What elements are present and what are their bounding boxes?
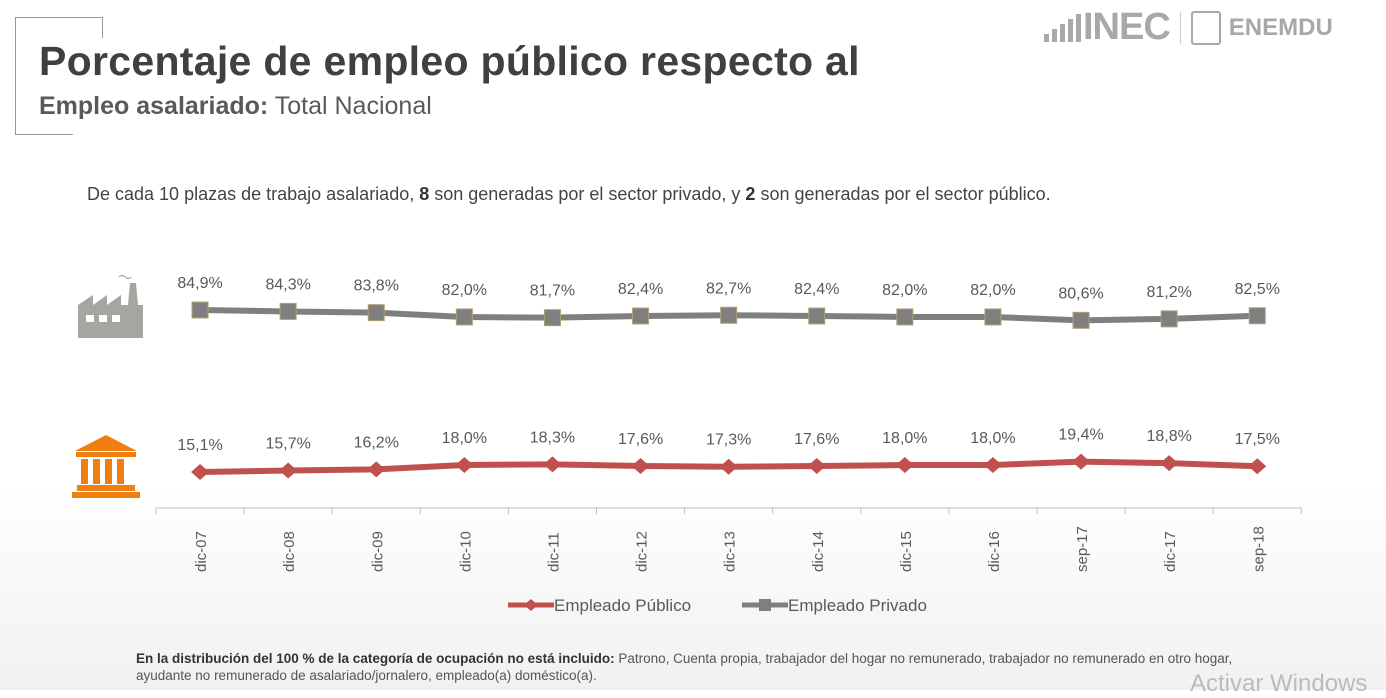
- data-label: 18,0%: [970, 430, 1015, 447]
- logo-inec: INEC: [1083, 6, 1171, 48]
- data-point: [983, 457, 1002, 474]
- data-label: 82,7%: [706, 280, 751, 297]
- data-point: [367, 304, 385, 322]
- data-point: [1160, 455, 1179, 472]
- inec-enemdu-logo: INEC ENEMDU: [1044, 6, 1333, 49]
- subtitle-rest: Total Nacional: [268, 92, 432, 120]
- intro-part: son generadas por el sector privado, y: [429, 184, 746, 204]
- data-point: [895, 457, 914, 474]
- data-point: [1072, 311, 1090, 329]
- data-label: 82,0%: [882, 282, 927, 299]
- data-point: [808, 307, 826, 325]
- series-layer: 15,1% 15,7% 16,2% 18,0% 18,3% 17,6% 17,3% 17,6%…: [177, 275, 1280, 480]
- intro-part: son generadas por el sector público.: [755, 184, 1051, 204]
- data-label: 18,0%: [442, 430, 487, 447]
- data-point: [807, 458, 826, 474]
- document-search-icon: [1190, 10, 1221, 45]
- data-point: [1160, 310, 1178, 328]
- data-label: 17,6%: [618, 431, 663, 448]
- data-label: 17,6%: [794, 431, 839, 448]
- subtitle-bold: Empleo asalariado:: [39, 92, 269, 120]
- legend: Empleado Público Empleado Privado: [508, 596, 927, 615]
- data-label: 18,3%: [530, 429, 575, 446]
- data-point: [455, 308, 473, 326]
- footnote-bold: En la distribución del 100 % de la categ…: [136, 651, 615, 666]
- data-point: [719, 458, 738, 475]
- x-tick-label: dic-12: [634, 531, 651, 572]
- data-point: [279, 302, 297, 320]
- data-point: [543, 456, 562, 473]
- government-building-icon: [72, 435, 140, 498]
- title-frame: [15, 17, 103, 135]
- x-tick-label: dic-14: [810, 531, 827, 572]
- data-point: [896, 308, 914, 326]
- data-point: [720, 306, 738, 324]
- page-title: Porcentaje de empleo público respecto al: [39, 38, 860, 84]
- x-tick-label: dic-13: [722, 531, 739, 572]
- x-tick-label: dic-11: [545, 532, 562, 572]
- x-tick-label: sep-18: [1250, 526, 1267, 572]
- data-point: [191, 464, 210, 480]
- footnote: En la distribución del 100 % de la categ…: [136, 650, 1256, 684]
- data-point: [1072, 453, 1091, 470]
- data-label: 82,4%: [618, 281, 663, 298]
- data-label: 19,4%: [1058, 427, 1103, 444]
- x-axis: dic-07 dic-08 dic-09 dic-10 dic-11 dic-12 dic-…: [155, 507, 1302, 572]
- factory-icon: [78, 274, 143, 338]
- data-label: 17,5%: [1235, 431, 1280, 448]
- data-label: 18,0%: [882, 430, 927, 447]
- x-tick-label: dic-07: [193, 531, 210, 572]
- data-point: [367, 461, 386, 478]
- data-label: 15,1%: [177, 437, 222, 454]
- data-point: [984, 308, 1002, 326]
- data-point: [1248, 458, 1267, 475]
- data-label: 84,3%: [265, 276, 310, 293]
- legend-label: Empleado Público: [554, 596, 691, 615]
- data-label: 82,0%: [970, 282, 1015, 299]
- intro-text: De cada 10 plazas de trabajo asalariado,…: [87, 184, 1051, 205]
- signal-bars-icon: [1044, 13, 1081, 42]
- data-label: 82,0%: [442, 282, 487, 299]
- footnote-rest: Patrono, Cuenta propia, trabajador del h…: [136, 651, 1233, 683]
- data-point: [632, 307, 650, 325]
- legend-marker: [524, 599, 538, 611]
- data-label: 17,3%: [706, 432, 751, 449]
- data-label: 81,2%: [1146, 284, 1191, 301]
- intro-number: 2: [745, 184, 756, 204]
- logo-enemdu: ENEMDU: [1228, 13, 1333, 41]
- data-point: [1248, 307, 1266, 325]
- data-label: 82,4%: [794, 281, 839, 298]
- x-tick-label: dic-15: [898, 531, 915, 572]
- logo-divider: [1179, 11, 1181, 44]
- x-tick-label: dic-17: [1162, 531, 1179, 572]
- x-tick-label: dic-08: [281, 531, 298, 572]
- windows-activation-watermark: Activar Windows: [1190, 670, 1368, 697]
- data-label: 81,7%: [530, 283, 575, 300]
- data-label: 80,6%: [1058, 285, 1103, 302]
- data-point: [543, 309, 561, 327]
- data-point: [455, 457, 474, 474]
- x-tick-label: sep-17: [1074, 526, 1091, 572]
- x-tick-label: dic-16: [986, 531, 1003, 572]
- data-label: 16,2%: [354, 434, 399, 451]
- x-tick-label: dic-09: [369, 531, 386, 572]
- data-point: [631, 458, 650, 474]
- data-label: 15,7%: [265, 436, 310, 453]
- legend-marker: [759, 599, 771, 611]
- data-label: 82,5%: [1235, 281, 1280, 298]
- legend-label: Empleado Privado: [788, 596, 927, 615]
- data-label: 18,8%: [1146, 428, 1191, 445]
- data-point: [191, 301, 209, 319]
- data-label: 83,8%: [354, 278, 399, 295]
- intro-part: De cada 10 plazas de trabajo asalariado,: [87, 184, 420, 204]
- data-label: 84,9%: [177, 275, 222, 292]
- x-tick-label: dic-10: [457, 531, 474, 572]
- page-subtitle: Empleo asalariado: Total Nacional: [39, 92, 432, 121]
- data-point: [279, 462, 298, 479]
- intro-number: 8: [419, 184, 430, 204]
